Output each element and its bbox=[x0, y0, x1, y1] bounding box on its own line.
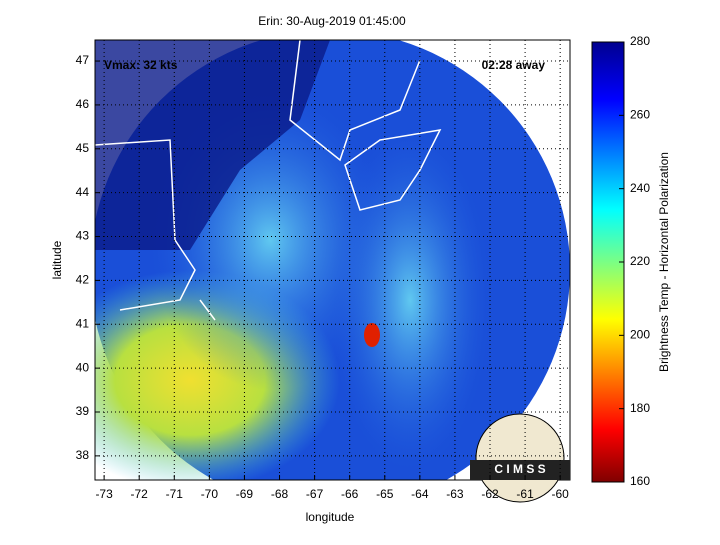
colorbar-tick-label: 280 bbox=[630, 34, 650, 48]
colorbar-tick-label: 180 bbox=[630, 401, 650, 415]
colorbar-label: Brightness Temp - Horizontal Polarizatio… bbox=[657, 152, 671, 372]
y-tick-label: 41 bbox=[76, 316, 90, 330]
x-tick-label: -61 bbox=[516, 487, 534, 501]
y-tick-label: 38 bbox=[76, 448, 90, 462]
colorbar bbox=[591, 41, 625, 483]
x-tick-label: -73 bbox=[95, 487, 113, 501]
y-tick-label: 40 bbox=[76, 360, 90, 374]
x-axis-label: longitude bbox=[306, 510, 355, 524]
x-tick-label: -72 bbox=[131, 487, 149, 501]
y-tick-label: 43 bbox=[76, 229, 90, 243]
y-tick-label: 44 bbox=[76, 185, 90, 199]
logo-text: C I M S S bbox=[494, 462, 545, 476]
y-tick-label: 46 bbox=[76, 97, 90, 111]
map-title: Erin: 30-Aug-2019 01:45:00 bbox=[258, 14, 406, 28]
colorbar-tick-label: 240 bbox=[630, 181, 650, 195]
colorbar-tick-label: 200 bbox=[630, 328, 650, 342]
x-tick-label: -63 bbox=[446, 487, 464, 501]
x-tick-label: -70 bbox=[201, 487, 219, 501]
annotation: 02:28 away bbox=[482, 58, 546, 72]
x-tick-label: -65 bbox=[376, 487, 394, 501]
logo: C I M S S bbox=[470, 413, 570, 503]
x-tick-label: -64 bbox=[411, 487, 429, 501]
x-tick-label: -69 bbox=[236, 487, 254, 501]
y-tick-label: 39 bbox=[76, 404, 90, 418]
x-tick-label: -60 bbox=[552, 487, 570, 501]
annotation: Vmax: 32 kts bbox=[104, 58, 178, 72]
colorbar-tick-label: 220 bbox=[630, 254, 650, 268]
y-tick-label: 47 bbox=[76, 53, 90, 67]
y-axis-label: latitude bbox=[50, 240, 64, 279]
plot-frame bbox=[94, 39, 571, 481]
y-tick-label: 42 bbox=[76, 273, 90, 287]
x-tick-label: -71 bbox=[166, 487, 184, 501]
x-tick-label: -66 bbox=[341, 487, 359, 501]
swath bbox=[95, 40, 570, 480]
x-tick-label: -62 bbox=[481, 487, 499, 501]
colorbar-tick-label: 260 bbox=[630, 108, 650, 122]
x-tick-label: -67 bbox=[306, 487, 324, 501]
x-tick-label: -68 bbox=[271, 487, 289, 501]
colorbar-tick-label: 160 bbox=[630, 474, 650, 488]
y-tick-label: 45 bbox=[76, 141, 90, 155]
